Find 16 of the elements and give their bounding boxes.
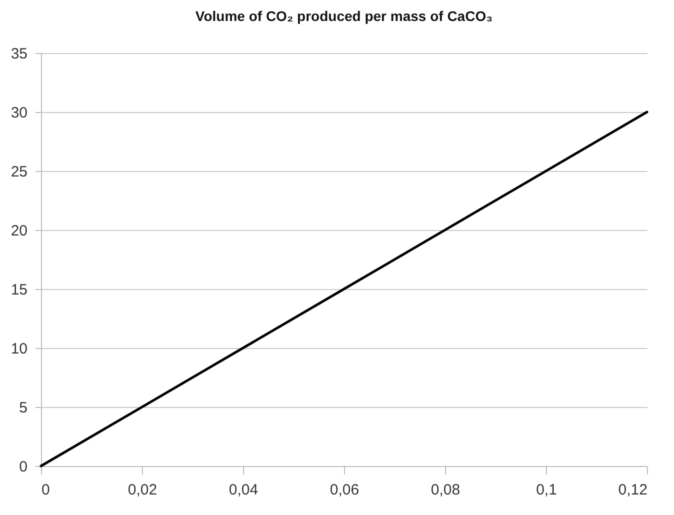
y-tick-label: 10 bbox=[10, 340, 28, 358]
x-tick-label: 0,08 bbox=[430, 482, 460, 498]
y-tick-label: 5 bbox=[19, 400, 28, 416]
y-tick-label: 15 bbox=[10, 282, 28, 298]
y-tick-label: 30 bbox=[10, 104, 28, 122]
x-tick-label: 0,12 bbox=[618, 482, 648, 498]
x-tick-label: 0,02 bbox=[128, 482, 158, 498]
y-tick-label: 0 bbox=[19, 458, 28, 476]
x-tick-label: 0,1 bbox=[536, 482, 557, 498]
x-tick-label: 0 bbox=[42, 482, 50, 498]
y-tick-label: 20 bbox=[10, 222, 28, 240]
x-tick-label: 0,04 bbox=[228, 482, 258, 498]
y-tick-label: 35 bbox=[10, 46, 28, 62]
y-tick-label: 25 bbox=[10, 164, 28, 180]
x-tick-label: 0,06 bbox=[330, 482, 360, 498]
chart-title: Volume of CO₂ produced per mass of CaCO₃ bbox=[195, 8, 493, 24]
